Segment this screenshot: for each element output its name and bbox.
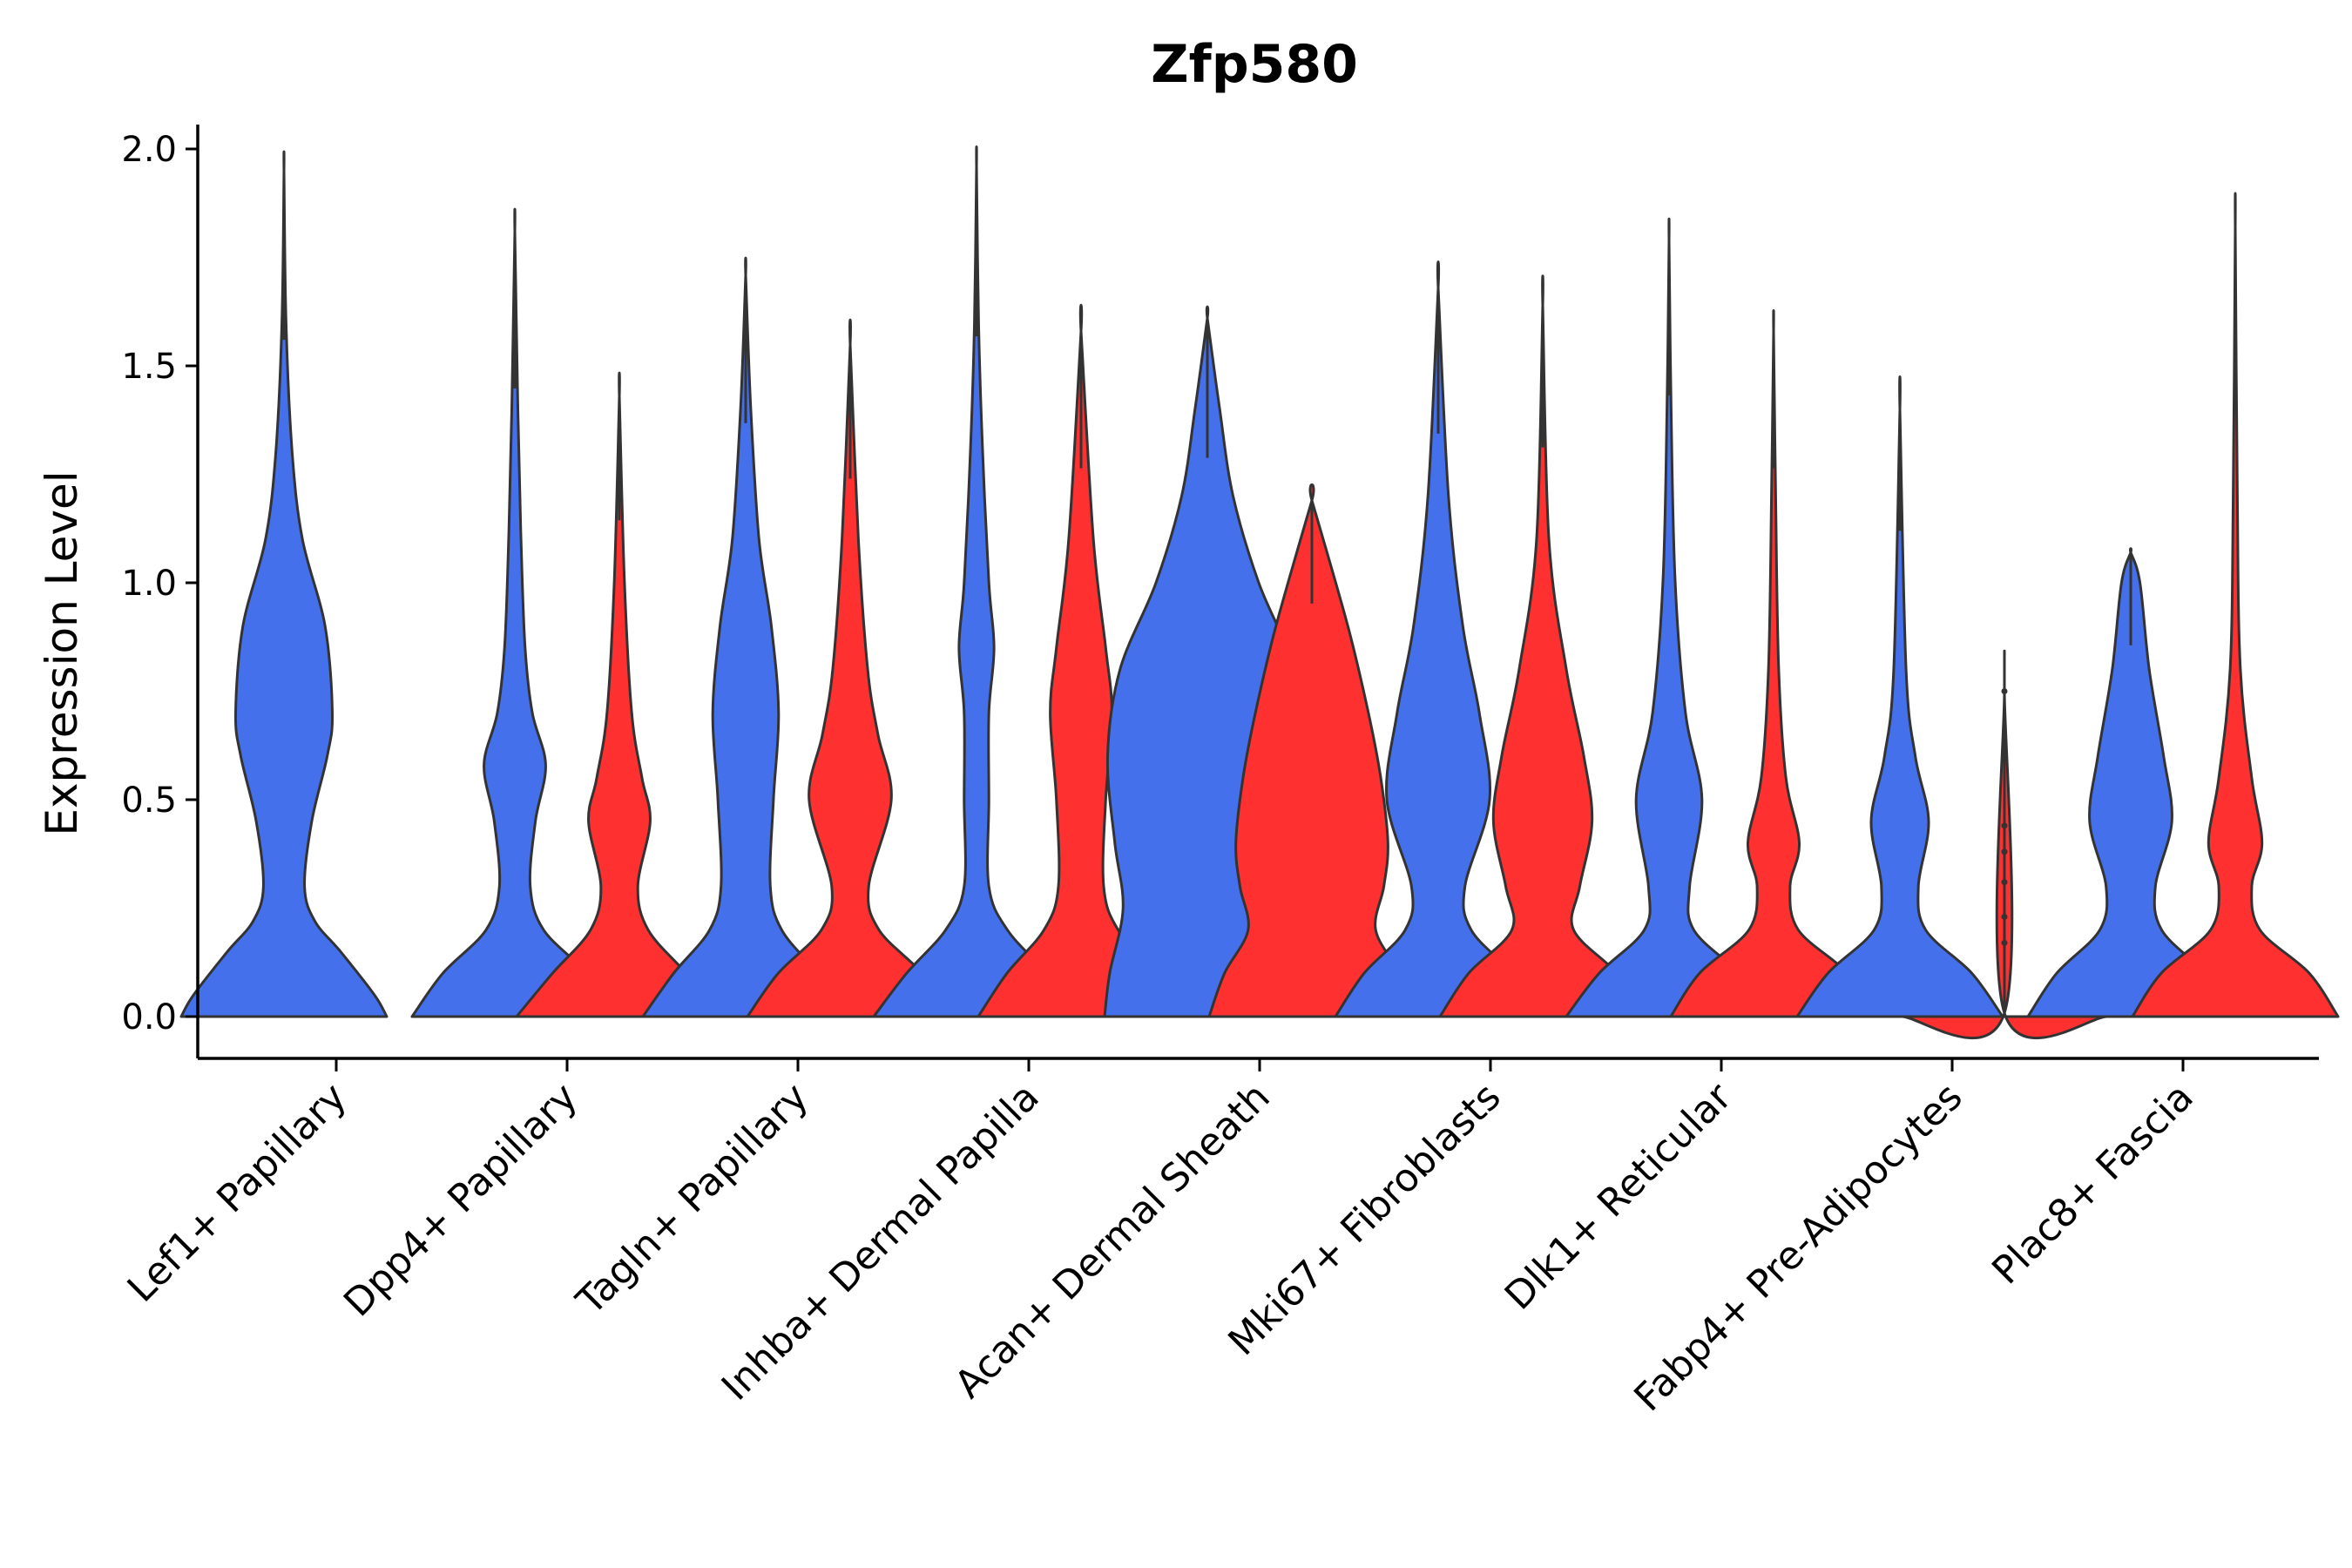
- violin-b: [746, 318, 955, 1018]
- category-label: Plac8+ Fascia: [1984, 1075, 2202, 1294]
- data-point: [2001, 822, 2008, 829]
- violin-a: [179, 150, 389, 1018]
- violin-b: [515, 371, 724, 1018]
- chart-title: Zfp580: [1151, 34, 1358, 95]
- violin-a: [1334, 260, 1543, 1018]
- y-tick-label: 2.0: [121, 130, 177, 170]
- y-tick-label: 1.5: [121, 347, 177, 387]
- violin-b: [1207, 483, 1416, 1018]
- violin-group: [179, 145, 2340, 1040]
- category-label: Tagln+ Papillary: [568, 1075, 817, 1324]
- category-label: Dpp4+ Papillary: [335, 1075, 586, 1326]
- violin-b: [1438, 274, 1647, 1018]
- data-point: [2001, 688, 2008, 694]
- violin-b: [977, 303, 1186, 1018]
- violin-b: [1669, 309, 1878, 1018]
- data-point: [2001, 848, 2008, 855]
- violin-a: [1795, 375, 2004, 1018]
- violin-a: [410, 207, 619, 1018]
- y-axis-ticks: 0.0 0.5 1.0 1.5 2.0: [121, 130, 198, 1037]
- violin-b: [2131, 192, 2340, 1018]
- category-label: Lef1+ Papillary: [119, 1075, 355, 1311]
- violin-a: [2026, 547, 2235, 1018]
- y-axis-label: Expression Level: [37, 470, 87, 835]
- violin-a: [1565, 218, 1774, 1018]
- category-label: Dlk1+ Reticular: [1497, 1074, 1741, 1319]
- data-point: [2001, 913, 2008, 920]
- y-tick-label: 1.0: [121, 564, 177, 604]
- violin-a: [641, 256, 850, 1018]
- y-tick-label: 0.5: [121, 781, 177, 821]
- y-tick-label: 0.0: [121, 997, 177, 1037]
- data-point: [2001, 879, 2008, 886]
- data-point: [2001, 939, 2008, 946]
- violin-a: [872, 145, 1081, 1018]
